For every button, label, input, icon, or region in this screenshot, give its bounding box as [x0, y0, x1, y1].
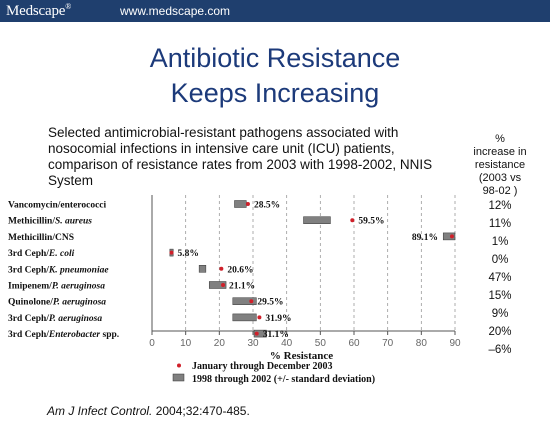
slide-title-line-1: Antibiotic Resistance — [149, 43, 401, 73]
chart-x-axis: 0 10 20 30 40 50 60 70 80 90 % Resistance — [149, 195, 461, 362]
increase-value: 9% — [491, 308, 509, 320]
point-2003 — [249, 299, 254, 304]
category-label: Imipenem/P. aeruginosa — [8, 282, 105, 292]
legend-range-symbol — [172, 373, 185, 382]
category-label: Methicillin/CNS — [8, 233, 74, 243]
increase-column-header: % increase in resistance (2003 vs 98-02 ) — [470, 133, 530, 198]
brand-name: Medscape — [6, 3, 66, 19]
increase-header-line: 98-02 ) — [482, 185, 518, 197]
category-label: 3rd Ceph/K. pneumoniae — [8, 265, 109, 275]
category-label: Vancomycin/enterococci — [8, 201, 107, 211]
increase-value: 1% — [491, 236, 509, 248]
increase-column-values: 12% 11% 1% 0% 47% 15% 9% 20% –6% — [470, 197, 530, 359]
point-label: 29.5% — [257, 298, 283, 308]
brand-registered-mark: ® — [65, 2, 72, 11]
site-url-link[interactable]: www.medscape.com — [120, 4, 231, 18]
range-box — [208, 281, 227, 289]
x-tick-label: 80 — [416, 338, 428, 349]
chart-grid — [185, 195, 456, 331]
range-box — [303, 216, 331, 224]
x-tick-label: 60 — [348, 338, 360, 349]
chart-marks: 28.5% 59.5% 89.1% 5.8% 20.6% 21.1%29.5% 31.9% 3… — [169, 200, 456, 340]
point-2003 — [257, 315, 262, 320]
slide-title-line-2: Keeps Increasing — [170, 78, 380, 108]
point-label: 21.1% — [229, 282, 255, 292]
category-label: 3rd Ceph/Enterobacter spp. — [8, 330, 119, 340]
increase-header-line: (2003 vs — [478, 172, 522, 184]
x-tick-label: 0 — [149, 338, 155, 349]
chart-legend: January through December 2003 1998 throug… — [172, 361, 375, 385]
legend-label-2003: January through December 2003 — [192, 361, 332, 372]
point-2003 — [254, 331, 259, 336]
range-box — [234, 200, 247, 208]
point-2003 — [219, 266, 224, 271]
x-tick-label: 10 — [180, 338, 192, 349]
range-box — [232, 313, 257, 322]
point-label: 20.6% — [227, 265, 253, 275]
category-label: Quinolone/P. aeruginosa — [8, 298, 106, 308]
increase-header-line: increase in — [473, 146, 527, 158]
range-box — [232, 297, 257, 305]
citation-details: 2004;32:470-485. — [152, 404, 250, 418]
category-label: 3rd Ceph/P. aeruginosa — [8, 314, 102, 324]
citation-journal: Am J Infect Control. — [47, 404, 153, 418]
point-2003 — [350, 218, 355, 223]
increase-header-line: resistance — [474, 159, 526, 171]
point-2003 — [245, 202, 250, 206]
point-2003 — [221, 283, 226, 287]
medscape-logo[interactable]: Medscape® — [6, 2, 71, 20]
increase-value: 0% — [491, 254, 509, 266]
x-tick-label: 70 — [382, 338, 394, 349]
point-label: 28.5% — [254, 201, 280, 211]
increase-value: 47% — [488, 272, 512, 284]
x-tick-label: 30 — [247, 338, 259, 349]
increase-value: –6% — [488, 344, 512, 356]
point-label: 5.8% — [178, 249, 199, 259]
header-bar: Medscape® www.medscape.com — [0, 0, 550, 22]
slide-subtitle: Selected antimicrobial-resistant pathoge… — [48, 125, 433, 188]
range-box — [442, 232, 456, 241]
chart-category-labels: Vancomycin/enterococci Methicillin/S. aur… — [8, 201, 119, 341]
x-tick-label: 50 — [315, 338, 327, 349]
citation: Am J Infect Control. 2004;32:470-485. — [47, 404, 250, 418]
x-tick-label: 20 — [214, 338, 226, 349]
x-axis-label: % Resistance — [270, 350, 333, 362]
increase-value: 20% — [488, 326, 512, 338]
category-label: Methicillin/S. aureus — [8, 217, 92, 227]
increase-value: 11% — [488, 218, 512, 230]
point-2003 — [169, 250, 174, 255]
x-tick-label: 90 — [449, 338, 461, 349]
increase-value: 12% — [488, 200, 512, 212]
legend-label-1998-2002: 1998 through 2002 (+/- standard deviatio… — [192, 374, 375, 385]
point-label: 59.5% — [358, 217, 384, 227]
point-2003 — [449, 234, 454, 239]
x-tick-label: 40 — [281, 338, 293, 349]
legend-point-symbol — [177, 363, 181, 368]
increase-value: 15% — [488, 290, 512, 302]
category-label: 3rd Ceph/E. coli — [8, 249, 75, 259]
point-label: 31.9% — [265, 314, 291, 324]
increase-header-line: % — [495, 133, 505, 145]
range-box — [198, 265, 207, 273]
range-box — [253, 329, 267, 338]
point-label: 89.1% — [412, 233, 438, 243]
point-label: 31.1% — [263, 330, 289, 340]
